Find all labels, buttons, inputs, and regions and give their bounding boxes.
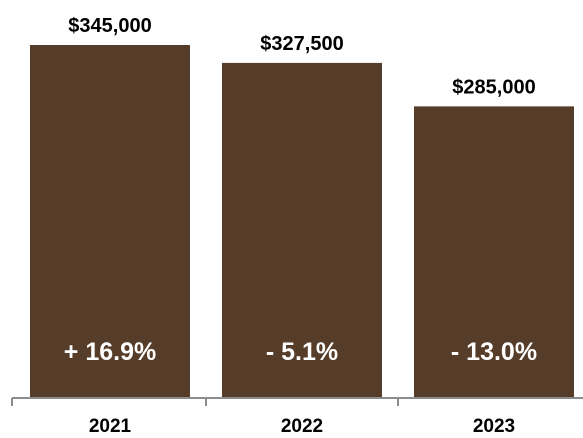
value-labels-group: $345,000 $327,500 $285,000	[68, 15, 535, 98]
value-label-2021: $345,000	[68, 15, 151, 37]
bar-2023	[414, 106, 574, 399]
x-axis-tick-labels-group: 2021 2022 2023	[89, 416, 515, 437]
x-axis-ticks-group	[11, 398, 399, 406]
change-label-2021: + 16.9%	[64, 338, 156, 366]
bars-group	[30, 45, 574, 399]
bar-2021	[30, 45, 190, 398]
change-label-2022: - 5.1%	[266, 338, 338, 366]
x-tick-label-2021: 2021	[89, 416, 132, 437]
value-label-2023: $285,000	[452, 76, 535, 98]
change-labels-group: + 16.9% - 5.1% - 13.0%	[64, 338, 537, 366]
value-label-2022: $327,500	[260, 33, 343, 55]
change-label-2023: - 13.0%	[451, 338, 537, 366]
x-tick-label-2022: 2022	[281, 416, 323, 437]
bar-2022	[222, 62, 382, 399]
x-tick-label-2023: 2023	[473, 416, 515, 437]
